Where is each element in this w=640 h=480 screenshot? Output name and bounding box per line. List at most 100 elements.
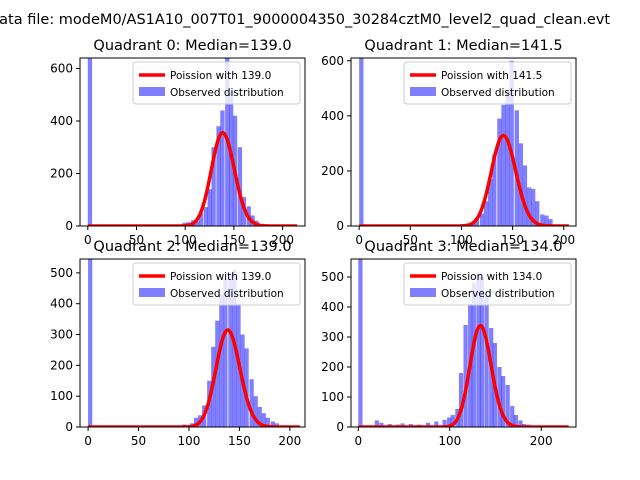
histogram-bar — [479, 277, 485, 427]
y-tick-label: 500 — [321, 270, 344, 284]
histogram-bar — [505, 91, 510, 226]
y-tick-label: 200 — [50, 167, 73, 181]
legend-line-label: Poission with 134.0 — [441, 271, 542, 283]
y-tick-label: 300 — [321, 330, 344, 344]
x-tick-label: 200 — [552, 233, 575, 247]
y-tick-label: 400 — [321, 300, 344, 314]
subplot-grid: 0 50 100 150 200 0 200 400 600 Quadrant 0: Median… — [50, 38, 577, 448]
histogram-bar — [359, 58, 364, 226]
plot-area — [87, 259, 301, 427]
y-tick-label: 200 — [321, 360, 344, 374]
poisson-line — [357, 323, 570, 427]
histogram-bar — [479, 213, 485, 226]
x-tick-label: 100 — [174, 233, 197, 247]
legend-box — [403, 262, 572, 306]
x-tick-label: 150 — [228, 434, 251, 448]
x-tick-label: 200 — [278, 434, 301, 448]
y-tick-label: 100 — [321, 390, 344, 404]
y-tick-label: 600 — [50, 62, 73, 76]
histogram-bar — [261, 413, 266, 427]
histogram-bar — [505, 385, 510, 427]
histogram-bar — [497, 118, 502, 226]
legend-hist-label: Observed distribution — [441, 288, 555, 300]
histogram-bar — [474, 217, 480, 226]
histogram-bar — [510, 406, 515, 427]
legend: Poission with 139.0 Observed distribution — [132, 61, 301, 105]
histogram-bar — [509, 60, 514, 226]
histogram-bar — [501, 104, 506, 226]
legend: Poission with 134.0 Observed distribution — [403, 262, 572, 306]
x-tick-label: 150 — [501, 233, 524, 247]
subplot-title: Quadrant 3: Median=134.0 — [364, 239, 562, 255]
histogram-bar — [87, 58, 93, 226]
y-tick-label: 200 — [321, 164, 344, 178]
histogram-bar — [548, 219, 553, 226]
y-tick-label: 600 — [321, 54, 344, 68]
x-tick-label: 200 — [530, 434, 553, 448]
histogram-bar — [483, 201, 489, 226]
legend-hist-swatch — [410, 288, 436, 297]
histogram-bar — [501, 376, 506, 427]
histogram-bar — [223, 279, 228, 427]
x-tick-label: 0 — [84, 434, 92, 448]
x-tick-label: 50 — [131, 434, 146, 448]
histogram-bar — [379, 422, 384, 427]
histogram-bar — [471, 283, 476, 427]
legend: Poission with 141.5 Observed distribution — [403, 61, 572, 105]
histogram-bar — [88, 259, 93, 427]
legend-hist-swatch — [139, 87, 165, 96]
x-tick-label: 150 — [222, 233, 245, 247]
histogram-bar — [489, 328, 494, 427]
legend-line-label: Poission with 139.0 — [170, 70, 271, 82]
axes-frame — [350, 258, 577, 428]
histogram-bar — [219, 294, 224, 427]
histogram-bar — [211, 147, 216, 226]
histogram-bar — [257, 406, 262, 427]
histogram-bar — [194, 417, 199, 427]
histogram-bar — [358, 259, 363, 427]
legend-hist-label: Observed distribution — [170, 87, 284, 99]
histogram-bar — [194, 221, 200, 226]
histogram-bar — [544, 215, 549, 226]
histogram-bar — [488, 179, 493, 226]
histogram-bar — [253, 396, 258, 427]
histogram-bar — [216, 126, 221, 226]
poisson-line — [87, 328, 301, 427]
y-tick-label: 0 — [336, 420, 344, 434]
histogram-bar — [526, 187, 532, 226]
y-tick-label: 0 — [65, 420, 73, 434]
histogram-bar — [434, 421, 439, 427]
axes-frame — [350, 57, 577, 227]
histogram-bar — [484, 295, 489, 427]
x-tick-label: 100 — [178, 434, 201, 448]
subplot-quadrant-1: 0 50 100 150 200 0 200 400 600 Quadrant 1: Median… — [321, 38, 577, 247]
histogram-bar — [518, 143, 524, 226]
histogram-bar — [270, 421, 275, 427]
histogram-bar — [426, 422, 431, 427]
subplot-quadrant-0: 0 50 100 150 200 0 200 400 600 Quadrant 0: Median… — [50, 38, 306, 247]
histogram-bar — [476, 275, 481, 427]
histogram-bar — [497, 367, 502, 427]
histogram-bar — [374, 420, 379, 427]
y-tick-label: 0 — [336, 219, 344, 233]
subplot-quadrant-3: 0 100 200 0 100 200 300 400 500 Quadrant 3: Media… — [321, 239, 577, 448]
plot-area — [357, 259, 570, 427]
histogram-bar — [458, 373, 464, 427]
legend: Poission with 139.0 Observed distribution — [132, 262, 301, 306]
histogram-bar — [463, 325, 468, 427]
histogram-bar — [244, 348, 249, 427]
legend-box — [132, 262, 301, 306]
legend-box — [403, 61, 572, 105]
y-tick-label: 400 — [50, 114, 73, 128]
y-tick-label: 0 — [65, 219, 73, 233]
histogram-bar — [198, 212, 204, 226]
figure-suptitle: Data file: modeM0/AS1A10_007T01_90000043… — [0, 12, 610, 28]
histogram-bar — [522, 165, 528, 226]
legend-hist-label: Observed distribution — [170, 288, 284, 300]
histogram-bar — [215, 320, 220, 427]
x-tick-label: 50 — [403, 233, 418, 247]
histogram-bar — [400, 423, 405, 427]
x-tick-label: 200 — [271, 233, 294, 247]
histogram-bar — [442, 419, 447, 427]
